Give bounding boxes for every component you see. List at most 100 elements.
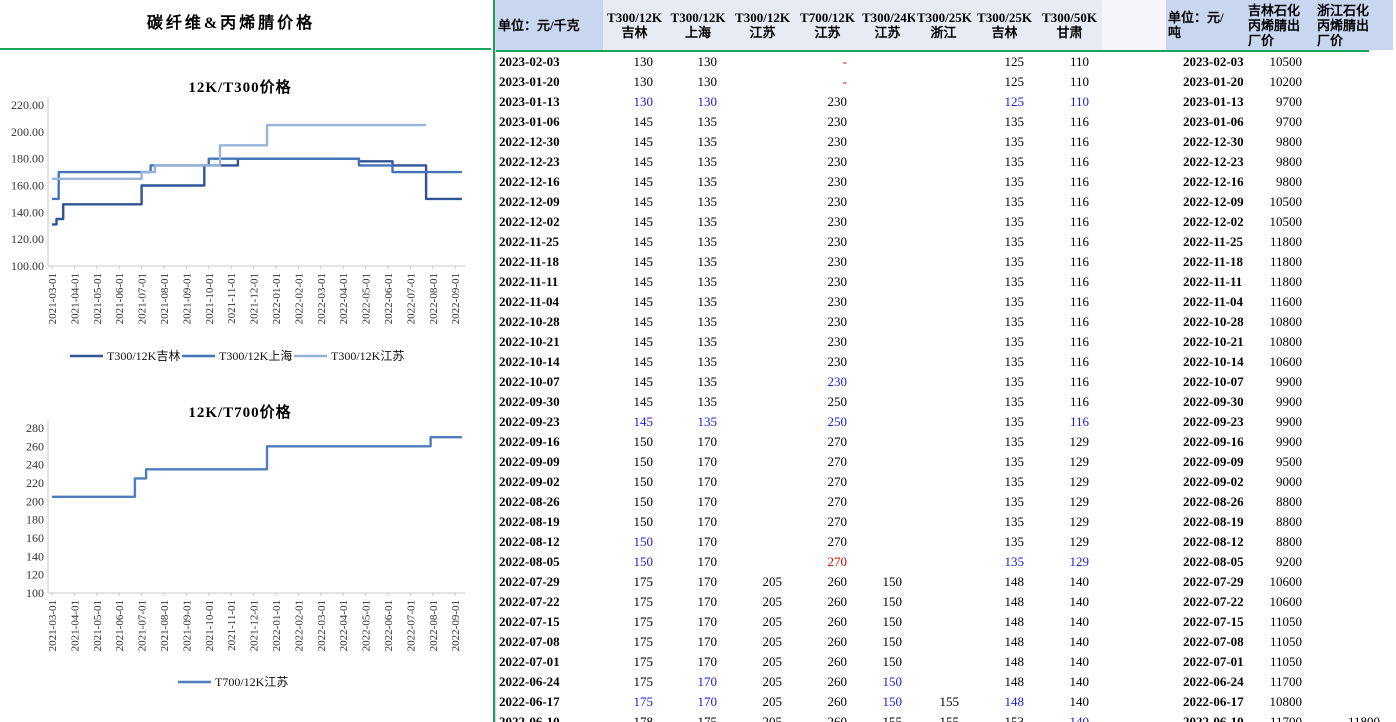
value-cell[interactable]: 135 <box>697 134 718 149</box>
value-cell[interactable]: 8800 <box>1276 514 1302 529</box>
value-cell[interactable]: 230 <box>827 334 848 349</box>
value-cell[interactable]: 9900 <box>1276 374 1302 389</box>
value-cell[interactable] <box>860 532 915 552</box>
value-cell[interactable]: 175 <box>633 594 654 609</box>
value-cell[interactable] <box>860 212 915 232</box>
value-cell[interactable] <box>1315 432 1393 452</box>
value-cell[interactable] <box>730 372 795 392</box>
value-cell[interactable]: 129 <box>1069 554 1090 569</box>
value-cell[interactable] <box>915 132 972 152</box>
value-cell[interactable]: 9700 <box>1276 114 1302 129</box>
value-cell[interactable]: 145 <box>633 214 654 229</box>
value-cell[interactable]: 129 <box>1069 514 1090 529</box>
value-cell[interactable] <box>1315 132 1393 152</box>
value-cell[interactable]: 9800 <box>1276 154 1302 169</box>
value-cell[interactable]: 116 <box>1069 134 1089 149</box>
value-cell[interactable]: 205 <box>762 634 783 649</box>
value-cell[interactable]: 260 <box>827 594 848 609</box>
value-cell[interactable]: 135 <box>1004 514 1025 529</box>
value-cell[interactable]: 230 <box>827 214 848 229</box>
value-cell[interactable]: 10800 <box>1269 694 1303 709</box>
value-cell[interactable] <box>730 92 795 112</box>
value-cell[interactable]: 150 <box>633 554 654 569</box>
value-cell[interactable] <box>860 452 915 472</box>
value-cell[interactable]: 150 <box>882 574 903 589</box>
value-cell[interactable] <box>1315 572 1393 592</box>
value-cell[interactable]: 170 <box>697 654 718 669</box>
value-cell[interactable] <box>730 152 795 172</box>
value-cell[interactable]: 170 <box>697 574 718 589</box>
value-cell[interactable]: 175 <box>633 634 654 649</box>
value-cell[interactable] <box>1315 592 1393 612</box>
value-cell[interactable]: 230 <box>827 294 848 309</box>
value-cell[interactable]: 11800 <box>1347 714 1380 722</box>
value-cell[interactable]: 9800 <box>1276 134 1302 149</box>
date-cell[interactable]: 2022-10-14 <box>499 354 560 369</box>
value-cell[interactable]: 148 <box>1004 694 1025 709</box>
value-cell[interactable] <box>1315 232 1393 252</box>
date-cell[interactable]: 2022-07-15 <box>499 614 560 629</box>
value-cell[interactable]: 10500 <box>1269 194 1303 209</box>
date-cell[interactable]: 2022-10-07 <box>1183 374 1244 389</box>
value-cell[interactable] <box>1315 692 1393 712</box>
value-cell[interactable] <box>915 292 972 312</box>
value-cell[interactable]: 135 <box>1004 274 1025 289</box>
value-cell[interactable]: 260 <box>827 674 848 689</box>
value-cell[interactable]: 135 <box>697 194 718 209</box>
value-cell[interactable] <box>1315 492 1393 512</box>
value-cell[interactable]: 230 <box>827 234 848 249</box>
value-cell[interactable]: 130 <box>633 94 654 109</box>
value-cell[interactable] <box>1315 452 1393 472</box>
value-cell[interactable]: 11600 <box>1269 294 1302 309</box>
date-cell[interactable]: 2022-12-02 <box>1183 214 1244 229</box>
date-cell[interactable]: 2022-08-12 <box>1183 534 1244 549</box>
value-cell[interactable]: 9700 <box>1276 94 1302 109</box>
value-cell[interactable] <box>915 592 972 612</box>
value-cell[interactable]: 9900 <box>1276 394 1302 409</box>
value-cell[interactable]: 260 <box>827 694 848 709</box>
value-cell[interactable] <box>730 492 795 512</box>
value-cell[interactable]: 130 <box>697 94 718 109</box>
value-cell[interactable] <box>730 232 795 252</box>
value-cell[interactable] <box>1315 312 1393 332</box>
date-cell[interactable]: 2023-02-03 <box>1183 54 1244 69</box>
value-cell[interactable] <box>1315 372 1393 392</box>
value-cell[interactable]: 10600 <box>1269 354 1303 369</box>
value-cell[interactable] <box>730 412 795 432</box>
value-cell[interactable]: 150 <box>633 534 654 549</box>
value-cell[interactable] <box>1315 152 1393 172</box>
value-cell[interactable] <box>730 392 795 412</box>
value-cell[interactable]: 135 <box>1004 354 1025 369</box>
value-cell[interactable]: 145 <box>633 234 654 249</box>
value-cell[interactable]: 125 <box>1004 94 1025 109</box>
value-cell[interactable] <box>1315 332 1393 352</box>
value-cell[interactable]: 153 <box>1004 714 1025 722</box>
value-cell[interactable]: 270 <box>827 534 848 549</box>
value-cell[interactable]: 10200 <box>1269 74 1303 89</box>
value-cell[interactable] <box>915 632 972 652</box>
value-cell[interactable] <box>730 72 795 92</box>
value-cell[interactable]: 135 <box>697 274 718 289</box>
value-cell[interactable]: 135 <box>697 414 718 429</box>
value-cell[interactable]: 205 <box>762 614 783 629</box>
date-cell[interactable]: 2022-10-28 <box>499 314 560 329</box>
value-cell[interactable] <box>860 72 915 92</box>
value-cell[interactable] <box>1315 512 1393 532</box>
value-cell[interactable]: 205 <box>762 654 783 669</box>
value-cell[interactable]: 135 <box>1004 254 1025 269</box>
value-cell[interactable] <box>1315 352 1393 372</box>
value-cell[interactable] <box>915 232 972 252</box>
date-cell[interactable]: 2022-12-02 <box>499 214 560 229</box>
date-cell[interactable]: 2022-06-10 <box>499 714 560 722</box>
value-cell[interactable] <box>1315 52 1393 72</box>
value-cell[interactable] <box>860 152 915 172</box>
value-cell[interactable]: 135 <box>1004 534 1025 549</box>
value-cell[interactable]: 145 <box>633 114 654 129</box>
value-cell[interactable] <box>915 312 972 332</box>
value-cell[interactable]: 129 <box>1069 454 1090 469</box>
value-cell[interactable] <box>915 392 972 412</box>
date-cell[interactable]: 2022-12-23 <box>1183 154 1244 169</box>
column-header[interactable]: 浙江石化 丙烯腈出 厂价 <box>1315 0 1393 50</box>
value-cell[interactable]: 150 <box>633 494 654 509</box>
date-cell[interactable]: 2022-12-23 <box>499 154 560 169</box>
